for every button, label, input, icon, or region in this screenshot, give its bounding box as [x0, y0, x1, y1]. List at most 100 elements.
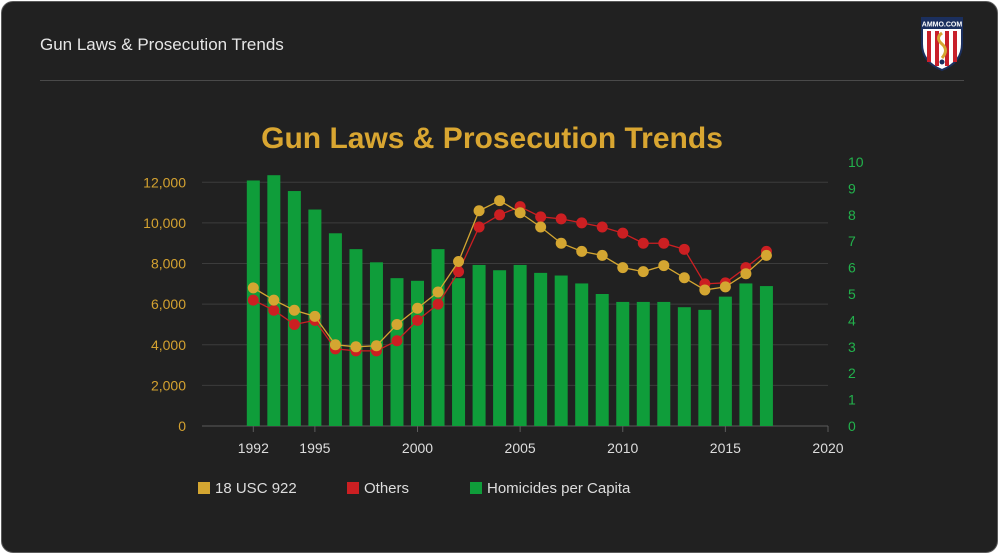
x-tick-label: 2020	[812, 440, 843, 456]
usc922-point	[370, 340, 382, 352]
usc922-point	[329, 339, 341, 351]
others-point	[288, 318, 300, 330]
y-right-tick-label: 1	[848, 392, 856, 408]
others-point	[412, 314, 424, 326]
homicides-bar	[493, 270, 507, 426]
legend-swatch-homicides	[470, 482, 482, 494]
others-point	[555, 213, 567, 225]
homicides-bar	[472, 264, 486, 426]
y-left-tick-label: 8,000	[151, 256, 186, 272]
homicides-bar	[759, 286, 773, 426]
y-left-tick-label: 6,000	[151, 296, 186, 312]
homicides-bar	[595, 294, 609, 426]
legend-label-others: Others	[364, 480, 409, 497]
homicides-bar	[616, 301, 630, 426]
others-point	[391, 335, 403, 347]
others-point	[494, 209, 506, 221]
usc922-point	[473, 205, 485, 217]
others-point	[268, 304, 280, 316]
homicides-bar	[452, 278, 466, 426]
usc922-point	[350, 341, 362, 353]
legend-label-homicides: Homicides per Capita	[487, 480, 631, 497]
others-point	[637, 237, 649, 249]
others-point	[576, 217, 588, 229]
y-right-tick-label: 9	[848, 180, 856, 196]
y-left-tick-label: 12,000	[143, 174, 186, 190]
usc922-point	[494, 195, 506, 207]
usc922-point	[596, 249, 608, 261]
usc922-point	[678, 272, 690, 284]
legend-swatch-usc922	[198, 482, 210, 494]
y-left-tick-label: 2,000	[151, 377, 186, 393]
homicides-bar	[718, 296, 732, 426]
usc922-point	[637, 266, 649, 278]
y-right-tick-label: 0	[848, 418, 856, 434]
usc922-point	[719, 281, 731, 293]
others-point	[453, 266, 465, 278]
legend-swatch-others	[347, 482, 359, 494]
homicides-bar	[411, 280, 425, 426]
homicides-bar	[636, 301, 650, 426]
homicides-bar	[554, 275, 568, 426]
others-point	[535, 211, 547, 223]
legend-label-usc922: 18 USC 922	[215, 480, 297, 497]
usc922-point	[432, 286, 444, 298]
others-point	[658, 237, 670, 249]
y-right-tick-label: 7	[848, 233, 856, 249]
others-point	[432, 298, 444, 310]
usc922-point	[617, 262, 629, 274]
card-title: Gun Laws & Prosecution Trends	[40, 35, 284, 54]
others-point	[617, 227, 629, 239]
y-right-tick-label: 2	[848, 365, 856, 381]
homicides-bar	[390, 278, 404, 426]
y-left-tick-label: 0	[178, 418, 186, 434]
x-tick-label: 2015	[710, 440, 741, 456]
y-right-tick-label: 8	[848, 207, 856, 223]
homicides-bar	[575, 283, 589, 426]
usc922-point	[514, 207, 526, 219]
x-tick-label: 2005	[505, 440, 536, 456]
svg-text:AMMO.COM: AMMO.COM	[922, 22, 963, 29]
others-point	[247, 294, 259, 306]
homicides-bar	[657, 301, 671, 426]
usc922-point	[412, 302, 424, 314]
x-tick-label: 1992	[238, 440, 269, 456]
homicides-bar	[513, 264, 527, 426]
usc922-point	[740, 268, 752, 280]
usc922-point	[391, 318, 403, 330]
usc922-point	[699, 284, 711, 296]
x-tick-label: 1995	[299, 440, 330, 456]
y-right-tick-label: 10	[848, 154, 864, 170]
header-divider	[40, 80, 964, 81]
homicides-bar	[698, 309, 712, 426]
y-right-tick-label: 6	[848, 260, 856, 276]
homicides-bar	[328, 233, 342, 426]
homicides-bar	[349, 249, 363, 426]
usc922-point	[576, 245, 588, 257]
y-right-tick-label: 5	[848, 286, 856, 302]
usc922-point	[247, 282, 259, 294]
usc922-point	[268, 294, 280, 306]
usc922-point	[309, 310, 321, 322]
homicides-bar	[739, 283, 753, 426]
usc922-point	[658, 260, 670, 272]
homicides-bar	[677, 307, 691, 426]
usc922-point	[555, 237, 567, 249]
y-right-tick-label: 4	[848, 312, 856, 328]
usc922-point	[453, 256, 465, 268]
usc922-point	[760, 249, 772, 261]
x-tick-label: 2010	[607, 440, 638, 456]
usc922-point	[288, 304, 300, 316]
y-left-tick-label: 4,000	[151, 337, 186, 353]
homicides-bar	[534, 272, 548, 426]
chart-title: Gun Laws & Prosecution Trends	[261, 122, 723, 155]
usc922-point	[535, 221, 547, 233]
ammo-logo: AMMO.COM	[918, 14, 966, 72]
others-point	[473, 221, 485, 233]
others-point	[678, 243, 690, 255]
x-tick-label: 2000	[402, 440, 433, 456]
y-left-tick-label: 10,000	[143, 215, 186, 231]
y-right-tick-label: 3	[848, 339, 856, 355]
